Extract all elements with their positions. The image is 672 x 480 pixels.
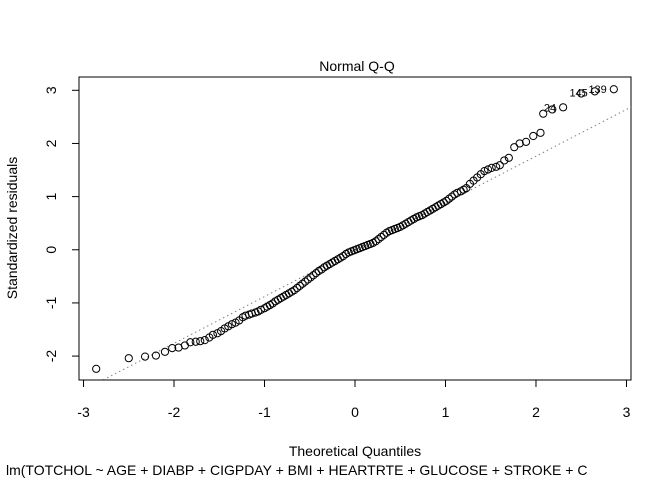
data-point bbox=[196, 337, 205, 346]
data-point bbox=[495, 161, 504, 170]
data-point bbox=[377, 232, 386, 242]
data-point bbox=[487, 163, 496, 172]
data-point bbox=[295, 281, 304, 291]
point-label: 139 bbox=[588, 84, 606, 96]
point-label: 145 bbox=[569, 87, 587, 99]
data-point bbox=[442, 196, 451, 205]
data-point bbox=[301, 277, 310, 286]
data-point bbox=[577, 89, 586, 98]
data-point bbox=[227, 320, 237, 329]
data-point bbox=[559, 103, 568, 112]
data-point bbox=[510, 143, 519, 152]
y-tick-label: 3 bbox=[43, 86, 59, 94]
data-point bbox=[306, 273, 315, 282]
y-axis: -2 -1 0 1 2 3 bbox=[43, 86, 80, 363]
data-point bbox=[492, 162, 501, 171]
x-tick-label: -2 bbox=[168, 404, 181, 420]
data-point bbox=[504, 153, 513, 162]
x-axis-label: Theoretical Quantiles bbox=[289, 443, 421, 459]
data-point bbox=[515, 139, 524, 148]
data-point bbox=[480, 166, 489, 176]
data-point bbox=[160, 347, 170, 356]
y-tick-label: -1 bbox=[43, 296, 59, 309]
x-tick-label: 2 bbox=[532, 404, 540, 420]
data-point bbox=[483, 165, 493, 174]
data-point bbox=[529, 131, 538, 141]
data-point bbox=[208, 330, 218, 339]
data-point bbox=[92, 364, 101, 373]
data-point bbox=[180, 341, 189, 350]
data-point bbox=[590, 87, 599, 96]
data-point bbox=[609, 85, 618, 94]
data-point bbox=[303, 275, 313, 284]
data-point bbox=[447, 192, 456, 201]
data-point bbox=[311, 269, 321, 278]
data-point bbox=[379, 230, 389, 239]
model-formula-caption: lm(TOTCHOL ~ AGE + DIABP + CIGPDAY + BMI… bbox=[6, 462, 587, 478]
data-point bbox=[374, 235, 383, 244]
y-tick-label: 2 bbox=[43, 139, 59, 147]
data-point bbox=[521, 137, 531, 146]
data-point bbox=[309, 271, 318, 280]
data-point bbox=[317, 265, 326, 274]
data-point bbox=[536, 128, 545, 137]
x-tick-label: -1 bbox=[258, 404, 271, 420]
data-point bbox=[500, 156, 509, 165]
data-point bbox=[290, 286, 299, 295]
x-tick-label: -3 bbox=[77, 404, 90, 420]
data-point bbox=[200, 336, 209, 345]
data-point bbox=[548, 105, 557, 114]
data-point bbox=[298, 279, 307, 288]
x-tick-label: 0 bbox=[351, 404, 359, 420]
y-tick-label: 0 bbox=[43, 246, 59, 254]
data-point bbox=[339, 252, 348, 261]
data-point bbox=[168, 344, 177, 353]
plot-frame bbox=[78, 76, 632, 381]
point-label: 24 bbox=[544, 102, 556, 114]
data-point bbox=[453, 188, 462, 197]
data-point bbox=[256, 305, 265, 314]
data-point bbox=[124, 354, 133, 363]
data-point bbox=[371, 237, 380, 246]
data-point bbox=[445, 194, 454, 203]
data-point bbox=[539, 109, 548, 118]
data-point bbox=[191, 337, 200, 346]
y-tick-label: -2 bbox=[43, 350, 59, 363]
data-point bbox=[186, 338, 195, 347]
x-axis: -3 -2 -1 0 1 2 3 bbox=[77, 379, 631, 420]
chart-title: Normal Q-Q bbox=[319, 58, 395, 74]
y-axis-label: Standardized residuals bbox=[4, 157, 20, 299]
data-point bbox=[268, 299, 277, 308]
x-tick-label: 1 bbox=[442, 404, 450, 420]
data-point bbox=[140, 352, 150, 361]
y-tick-label: 1 bbox=[43, 193, 59, 201]
data-point bbox=[292, 283, 302, 293]
data-point bbox=[151, 351, 161, 360]
x-tick-label: 3 bbox=[623, 404, 631, 420]
